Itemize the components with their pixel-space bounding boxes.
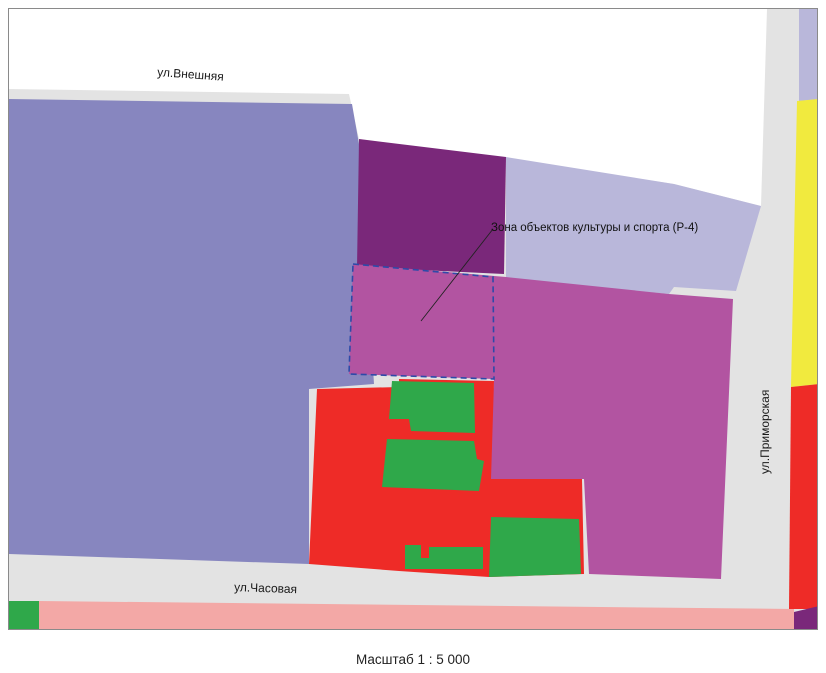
zone-green-corner[interactable] <box>9 601 39 630</box>
street-label-vneshnyaya: ул.Внешняя <box>157 65 224 84</box>
zoning-map: Зона объектов культуры и спорта (Р-4) ул… <box>9 9 818 630</box>
scale-caption: Масштаб 1 : 5 000 <box>355 652 471 667</box>
zone-yellow[interactable] <box>791 99 818 387</box>
zone-green-2[interactable] <box>382 439 484 491</box>
zone-green-3[interactable] <box>489 517 581 577</box>
zone-blue-violet[interactable] <box>9 99 374 564</box>
zone-right-purple[interactable] <box>794 606 818 630</box>
selection-outline[interactable] <box>348 263 495 380</box>
zone-right-red[interactable] <box>789 384 818 609</box>
unzoned-area <box>9 9 767 206</box>
zone-culture-sport[interactable] <box>349 264 733 579</box>
street-label-primorskaya: ул.Приморская <box>758 390 772 474</box>
zone-dark-purple[interactable] <box>357 139 506 274</box>
zone-pink[interactable] <box>39 601 794 630</box>
zone-callout-label: Зона объектов культуры и спорта (Р-4) <box>491 222 698 234</box>
zone-right-lavender[interactable] <box>799 9 818 101</box>
zone-green-1[interactable] <box>389 381 475 433</box>
callout-leader <box>420 228 494 322</box>
street-label-chasovaya: ул.Часовая <box>234 580 297 596</box>
zone-green-4[interactable] <box>405 545 483 569</box>
zone-light-lavender[interactable] <box>506 157 761 294</box>
map-frame: Зона объектов культуры и спорта (Р-4) ул… <box>8 8 818 630</box>
